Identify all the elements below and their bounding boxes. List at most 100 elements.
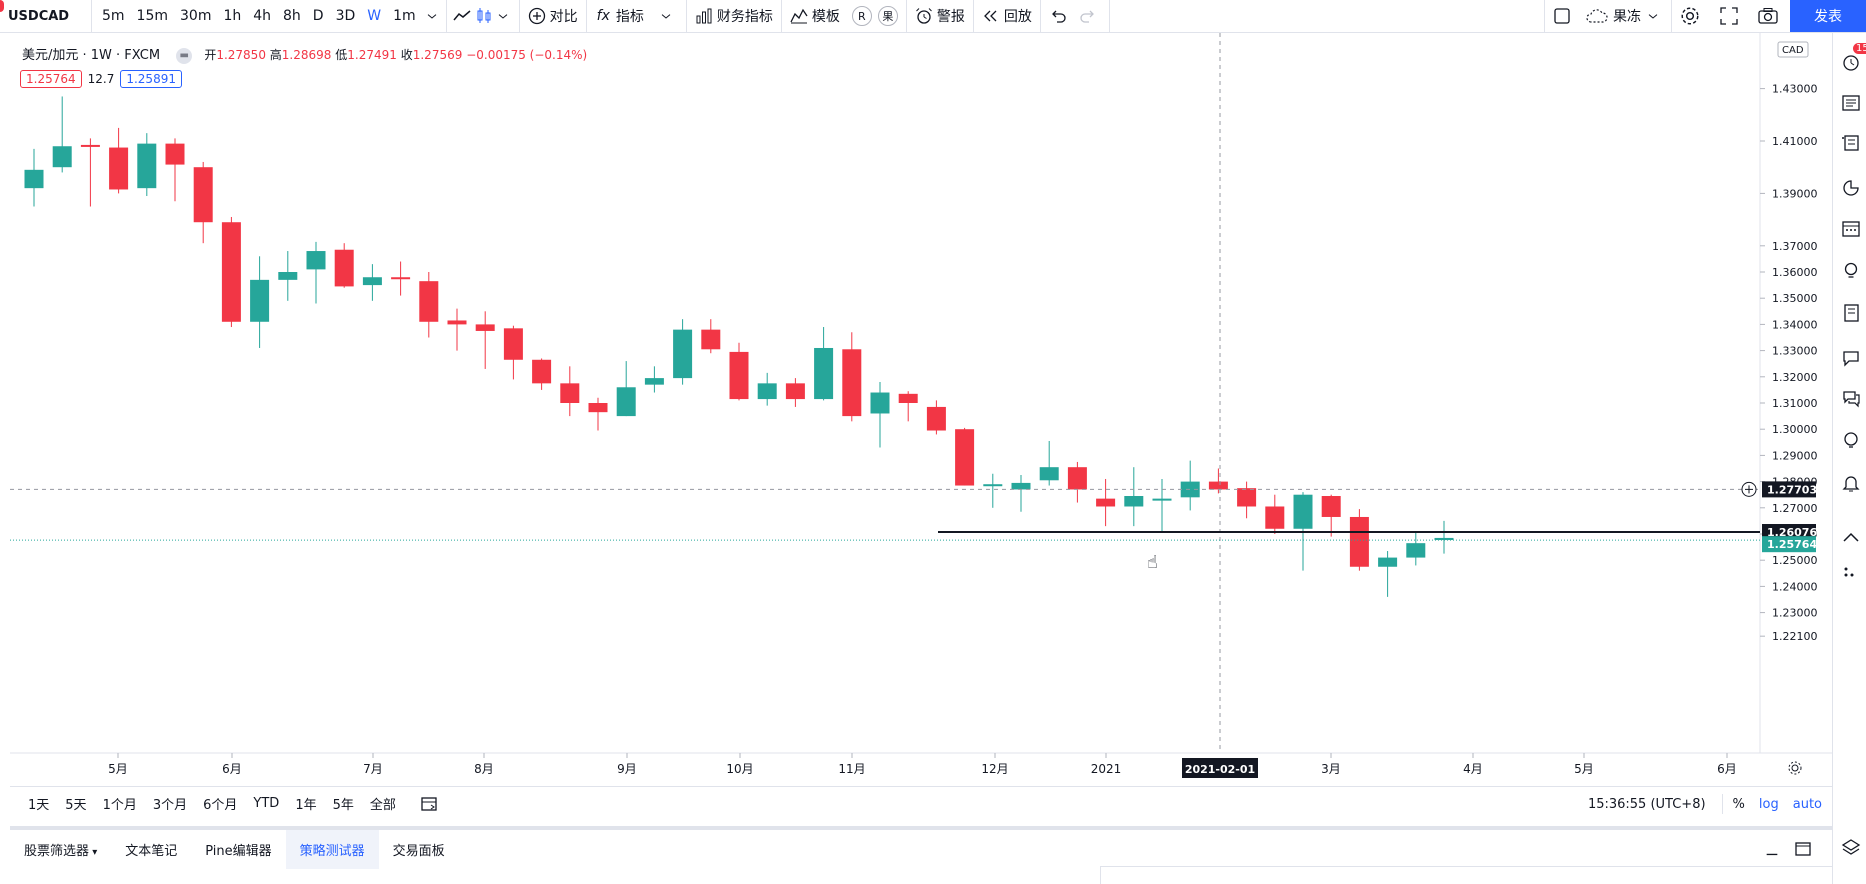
chevron-down-icon[interactable]: ▾ (89, 847, 98, 858)
candle (306, 241, 326, 304)
close-label: 收 (400, 48, 413, 62)
sell-price-button[interactable]: 1.25764 (20, 70, 82, 88)
symbol-search[interactable]: USDCAD (0, 0, 92, 33)
snapshot-button[interactable] (1750, 0, 1790, 33)
replay-button[interactable]: 回放 (974, 0, 1041, 33)
news-icon[interactable] (1841, 93, 1861, 113)
fullscreen-button[interactable] (1712, 0, 1750, 33)
chat-icon[interactable] (1841, 348, 1861, 368)
chat-bubbles-icon[interactable] (1841, 388, 1861, 408)
panel-tab-2[interactable]: Pine编辑器 (205, 844, 272, 859)
r-badge[interactable]: R (851, 6, 872, 26)
panel-tab-1[interactable]: 文本笔记 (125, 844, 178, 859)
axis-settings-gear-icon[interactable] (1788, 761, 1802, 775)
layout-select[interactable]: 果冻 (1544, 0, 1672, 33)
candle (560, 366, 580, 417)
indicators-button[interactable]: fx 指标 (587, 0, 687, 33)
maximize-icon[interactable] (1794, 840, 1812, 858)
range-6个月[interactable]: 6个月 (203, 798, 238, 813)
time-axis[interactable]: 5月 6月 7月 8月 9月 10月 11月 12月 2021 3月 4月 5月 6月 2021-02-0… (108, 753, 1802, 778)
svg-text:1.27703: 1.27703 (1767, 483, 1817, 496)
interval-1m[interactable]: 1m (393, 8, 416, 24)
range-5年[interactable]: 5年 (332, 798, 354, 813)
percent-toggle[interactable]: % (1732, 796, 1745, 812)
candle (1321, 494, 1341, 537)
bell-icon[interactable] (1841, 473, 1861, 493)
range-5天[interactable]: 5天 (65, 798, 87, 813)
chevron-down-icon (661, 14, 671, 19)
layout-name: 果冻 (1613, 9, 1641, 25)
templates-button[interactable]: 模板 R 果 (782, 0, 907, 33)
interval-8h[interactable]: 8h (283, 8, 301, 24)
interval-1h[interactable]: 1h (223, 8, 242, 24)
chart-type-button[interactable] (447, 0, 520, 33)
undo-icon[interactable] (1049, 7, 1067, 25)
x-tick-label: 10月 (726, 762, 753, 776)
x-tick-label: 11月 (838, 762, 865, 776)
replay-label: 回放 (1003, 9, 1032, 25)
compare-button[interactable]: 对比 (520, 0, 587, 33)
panel-tab-0[interactable]: 股票筛选器 ▾ (24, 844, 98, 859)
panel-tab-3[interactable]: 策略测试器 (285, 830, 379, 869)
chevron-down-icon[interactable] (426, 7, 438, 25)
range-1个月[interactable]: 1个月 (102, 798, 137, 813)
legend-menu-dot[interactable]: ▬ (176, 47, 193, 64)
watchlist-icon[interactable] (1841, 53, 1861, 73)
chart-lines: ☝ (10, 33, 1760, 753)
range-buttons: 1天 5天 1个月 3个月 6个月 YTD 1年 5年 全部 (10, 794, 404, 813)
range-1天[interactable]: 1天 (28, 798, 50, 813)
interval-3d[interactable]: 3D (335, 8, 356, 24)
hotlist-icon[interactable] (1841, 178, 1861, 198)
range-YTD[interactable]: YTD (253, 796, 280, 811)
clock[interactable]: 15:36:55 (UTC+8) (1587, 796, 1706, 812)
svg-text:2021-02-01: 2021-02-01 (1185, 763, 1255, 776)
x-tick-label: 9月 (617, 762, 637, 776)
object-tree-icon[interactable] (1841, 133, 1861, 153)
range-全部[interactable]: 全部 (369, 798, 396, 813)
interval-15m[interactable]: 15m (136, 8, 168, 24)
alerts-button[interactable]: 警报 (907, 0, 974, 33)
tips-bulb-icon[interactable] (1841, 430, 1861, 450)
interval-d[interactable]: D (312, 8, 324, 24)
x-tick-label: 6月 (222, 762, 242, 776)
settings-button[interactable] (1672, 0, 1712, 33)
layers-icon[interactable] (1841, 838, 1861, 858)
plus-circle-icon (528, 7, 545, 25)
candle (165, 138, 185, 202)
publish-button[interactable]: 发表 (1790, 0, 1866, 32)
ideas-bulb-icon[interactable] (1841, 261, 1861, 281)
price-axis[interactable]: 1.43000 1.41000 1.39000 1.37000 1.36000 1.350… (1741, 41, 1818, 643)
open-label: 开 (204, 48, 217, 62)
x-tick-label: 12月 (981, 762, 1008, 776)
log-toggle[interactable]: log (1758, 796, 1779, 812)
add-alert-plus-icon[interactable] (1741, 481, 1757, 497)
price-chart[interactable]: ☝ 1.43000 1.41000 1.39000 1.37000 1.36000 1.3… (0, 33, 1832, 786)
financials-button[interactable]: 财务指标 (687, 0, 782, 33)
interval-5m[interactable]: 5m (102, 8, 125, 24)
interval-30m[interactable]: 30m (180, 8, 212, 24)
candle (278, 251, 298, 301)
panel-tab-4[interactable]: 交易面板 (392, 844, 445, 859)
goto-date-icon[interactable] (420, 795, 438, 813)
calendar-icon[interactable] (1841, 218, 1861, 238)
cloud-icon (1586, 9, 1608, 23)
currency-label[interactable]: CAD (1782, 45, 1804, 56)
candle (1406, 532, 1426, 566)
divider (1721, 794, 1723, 814)
square-icon[interactable] (1553, 7, 1571, 25)
dots-icon[interactable] (1841, 563, 1861, 583)
compare-label: 对比 (549, 9, 578, 25)
list-icon[interactable] (1841, 303, 1861, 323)
fullscreen-icon (1720, 7, 1738, 25)
minimize-icon[interactable] (1764, 842, 1780, 858)
redo-icon[interactable] (1079, 7, 1097, 25)
interval-4h[interactable]: 4h (253, 8, 272, 24)
candles-icon (477, 8, 491, 23)
buy-price-button[interactable]: 1.25891 (120, 70, 182, 88)
interval-w[interactable]: W (367, 8, 382, 24)
range-3个月[interactable]: 3个月 (152, 798, 188, 813)
guo-badge[interactable]: 果 (877, 6, 898, 26)
range-1年[interactable]: 1年 (295, 798, 317, 813)
auto-toggle[interactable]: auto (1792, 796, 1822, 812)
chevron-up-icon[interactable] (1841, 528, 1861, 548)
